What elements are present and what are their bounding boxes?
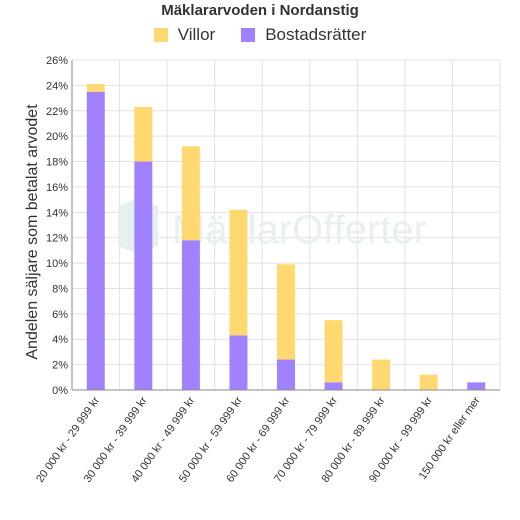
bar-segment-villor[interactable] <box>134 106 153 162</box>
y-tick-label: 8% <box>52 283 68 295</box>
y-tick-label: 4% <box>52 334 68 346</box>
bar-segment-villor[interactable] <box>324 320 343 383</box>
legend-item-villor[interactable]: Villor <box>153 25 216 45</box>
watermark: MäklarOfferter <box>118 198 427 254</box>
legend-swatch-bostadsratter <box>241 28 256 42</box>
y-axis-title: Andelen säljare som betalat arvodet <box>24 104 41 360</box>
legend-label-bostadsratter: Bostadsrätter <box>265 25 367 44</box>
y-tick-label: 22% <box>46 106 68 118</box>
y-tick-label: 12% <box>46 233 68 245</box>
bar-segment-bostadsratter[interactable] <box>467 382 486 390</box>
bar-segment-bostadsratter[interactable] <box>86 91 105 390</box>
y-tick-label: 6% <box>52 309 68 321</box>
y-tick-label: 20% <box>46 131 68 143</box>
bar-segment-bostadsratter[interactable] <box>277 359 295 390</box>
y-tick-label: 0% <box>52 385 68 397</box>
y-tick-label: 10% <box>46 258 68 270</box>
bar-segment-villor[interactable] <box>277 264 295 360</box>
y-tick-label: 18% <box>46 157 68 169</box>
legend-label-villor: Villor <box>177 25 216 44</box>
bar-segment-villor[interactable] <box>181 146 200 241</box>
legend: Villor Bostadsrätter <box>0 25 520 45</box>
y-tick-label: 24% <box>46 80 68 92</box>
bar-segment-villor[interactable] <box>229 209 248 336</box>
legend-swatch-villor <box>153 28 168 42</box>
bar-segment-bostadsratter[interactable] <box>229 335 248 390</box>
bar-segment-villor[interactable] <box>372 359 391 390</box>
bar-segment-villor[interactable] <box>86 84 105 92</box>
y-tick-label: 26% <box>46 55 68 67</box>
bar-segment-bostadsratter[interactable] <box>134 161 153 390</box>
legend-item-bostadsratter[interactable]: Bostadsrätter <box>241 25 366 45</box>
watermark-text: MäklarOfferter <box>172 208 427 252</box>
bar-segment-villor[interactable] <box>419 374 438 390</box>
y-tick-label: 2% <box>52 360 68 372</box>
bar-layer <box>86 84 486 390</box>
chart-title: Mäklararvoden i Nordanstig <box>161 2 359 19</box>
bar-segment-bostadsratter[interactable] <box>324 382 343 390</box>
y-tick-label: 14% <box>46 207 68 219</box>
bar-segment-bostadsratter[interactable] <box>181 240 200 390</box>
y-tick-label: 16% <box>46 182 68 194</box>
